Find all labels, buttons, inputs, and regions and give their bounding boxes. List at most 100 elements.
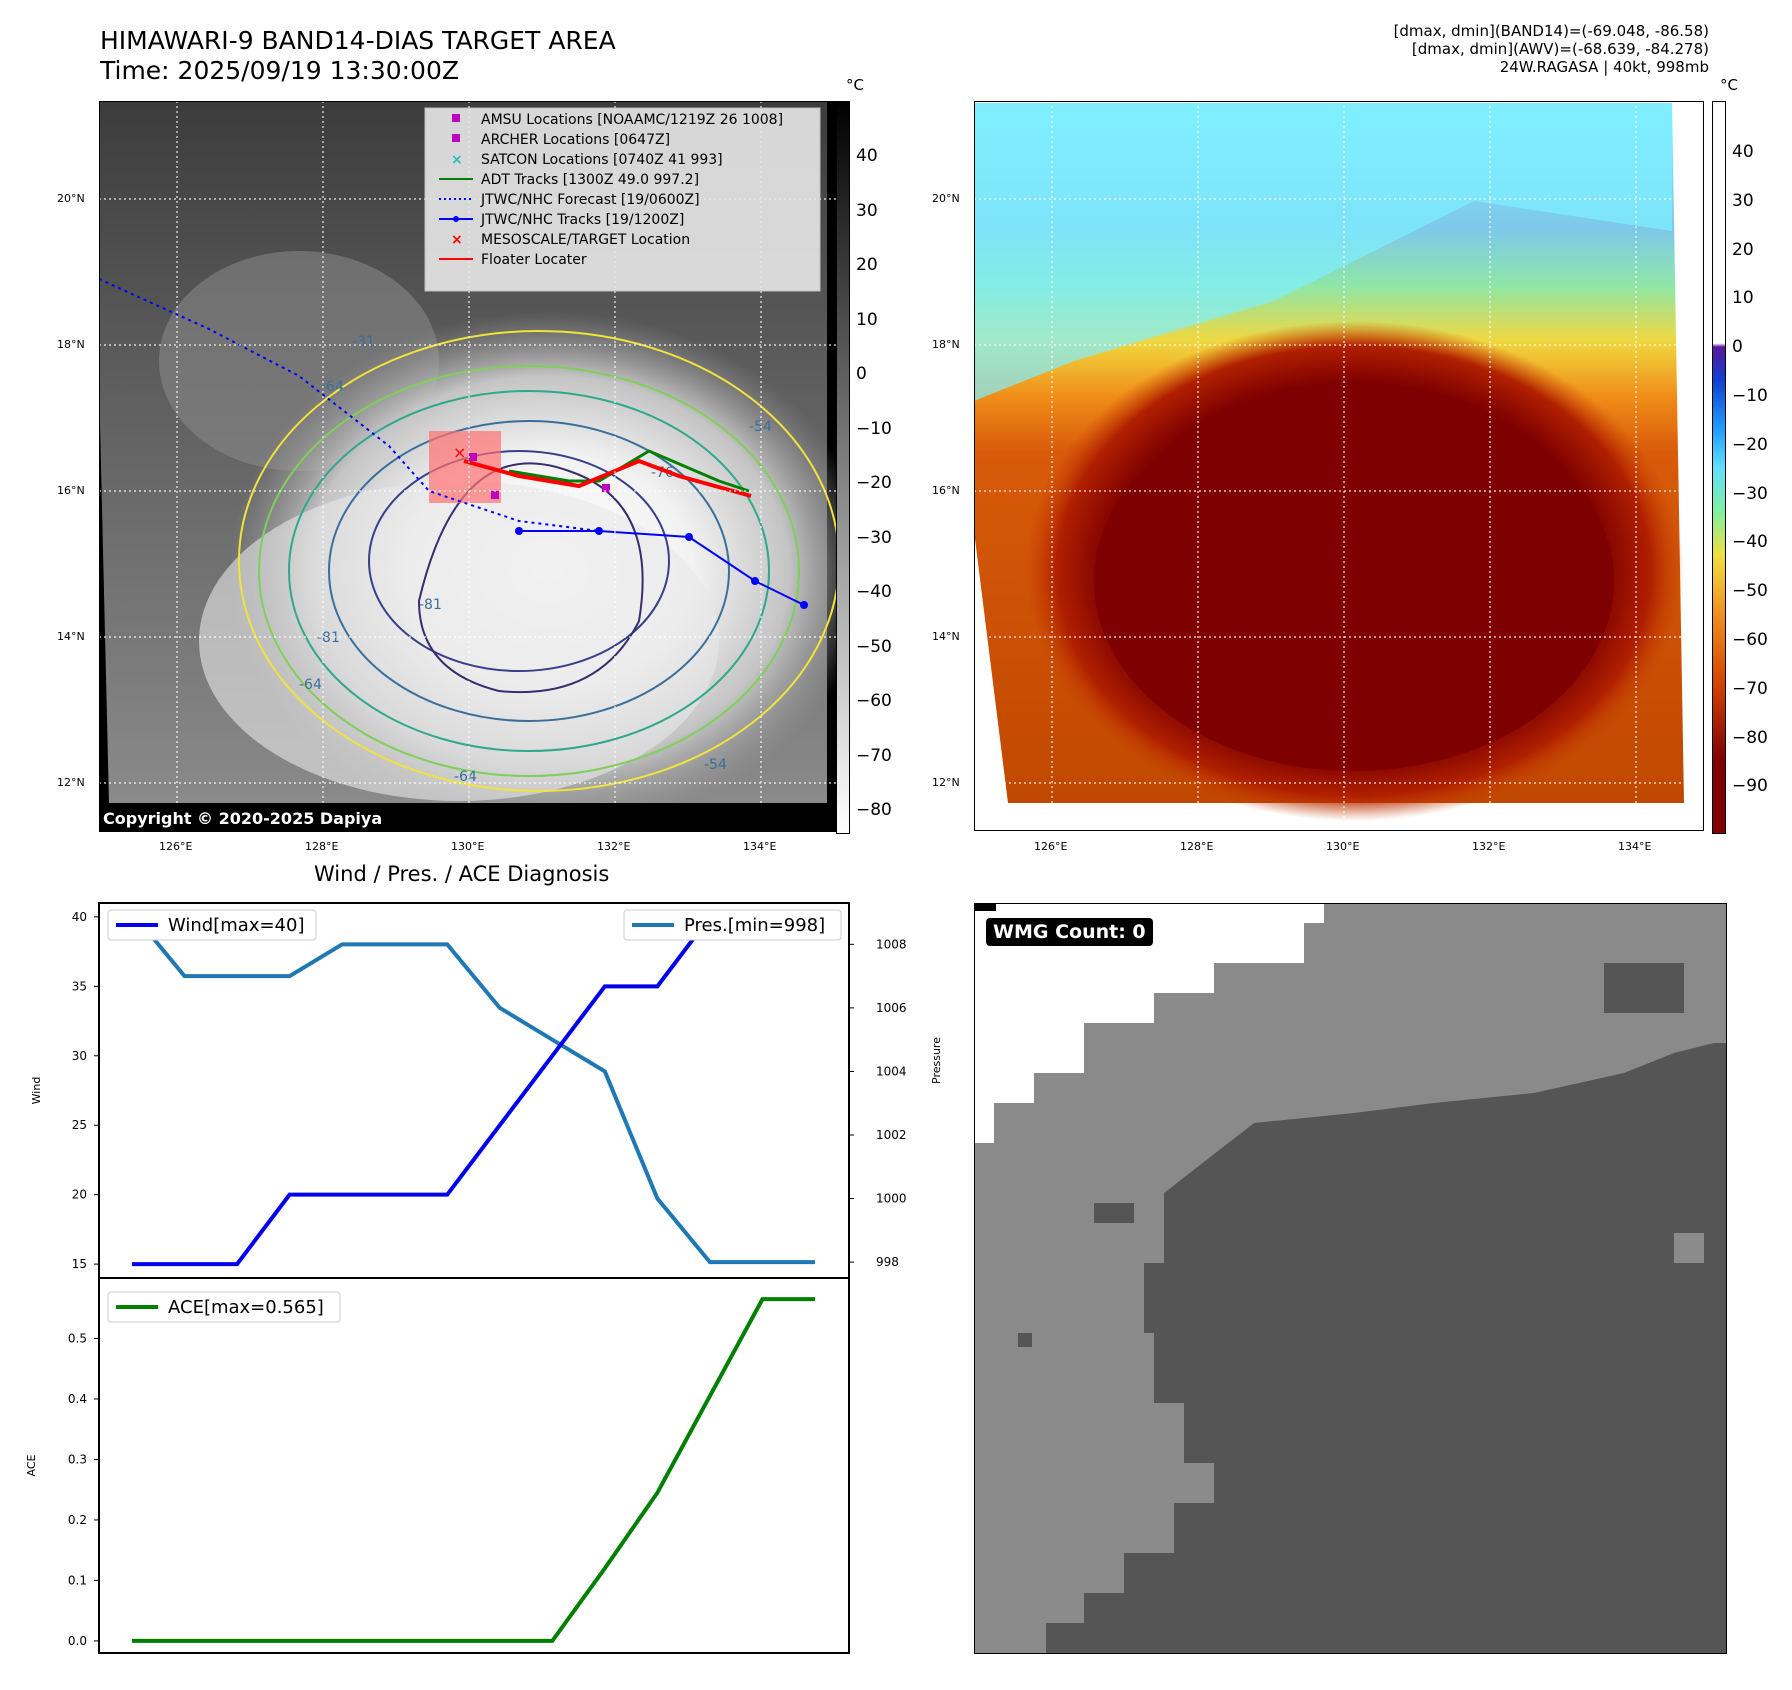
- awv-map-panel: [974, 101, 1704, 831]
- longitude-label: 128°E: [1180, 840, 1214, 853]
- wmg-svg: [974, 903, 1727, 1654]
- pressure-series-line: [130, 911, 815, 1265]
- pressure-tick-label: 1000: [876, 1192, 907, 1206]
- colorbar-tick-label: 30: [1732, 190, 1754, 211]
- colorbar-tick-label: −70: [1732, 678, 1768, 699]
- contour-label: -64: [321, 379, 344, 395]
- ace-legend-box: [107, 1291, 341, 1323]
- legend-entry: × SATCON Locations [0740Z 41 993]: [451, 152, 723, 168]
- ace-axis-label: ACE: [25, 1454, 38, 1476]
- legend-label: JTWC/NHC Tracks [19/1200Z]: [480, 212, 684, 228]
- amsu-marker: [469, 453, 477, 461]
- colorbar-tick-label: 20: [1732, 239, 1754, 260]
- latitude-label: 16°N: [932, 484, 960, 497]
- ace-tick-label: 0.4: [68, 1392, 87, 1406]
- colorbar-tick-label: −60: [1732, 630, 1768, 650]
- colorbar-tick-label: 40: [856, 146, 878, 166]
- contour-label: -64: [454, 769, 477, 785]
- colorbar-tick-label: −90: [1732, 776, 1768, 797]
- wmg-panel: WMG Count: 0: [974, 903, 1727, 1654]
- contour-label: -64: [299, 677, 322, 693]
- info-line2: [dmax, dmin](AWV)=(-68.639, -84.278): [1411, 40, 1709, 58]
- colorbar-tick-label: 40: [1732, 142, 1754, 162]
- pressure-tick-label: 1002: [876, 1128, 907, 1142]
- wind-pres-axes: [98, 902, 850, 1279]
- colorbar-tick-label: −10: [856, 418, 892, 439]
- wmg-count-badge: WMG Count: 0: [986, 918, 1153, 946]
- ace-series-line: [132, 1297, 815, 1643]
- colorbar-tick-label: −10: [1732, 386, 1768, 406]
- ir-colorbar-ticks: 40 30 20 10 0 −10 −20 −30 −40 −50 −60 −70 −80: [856, 101, 896, 832]
- wind-tick-label: 30: [72, 1049, 87, 1063]
- legend-label: MESOSCALE/TARGET Location: [481, 232, 690, 248]
- info-line3: 24W.RAGASA | 40kt, 998mb: [1499, 58, 1709, 76]
- legend-entry: Floater Locater: [439, 252, 587, 268]
- pressure-tick-label: 1006: [876, 1001, 907, 1015]
- wind-legend-label: Wind[max=40]: [168, 915, 305, 936]
- floater-track: [463, 458, 752, 498]
- pressure-tick-label: 1004: [876, 1064, 907, 1078]
- colorbar-tick-label: −50: [1732, 581, 1768, 602]
- wind-axis-label: Wind: [30, 1077, 43, 1105]
- colorbar-tick-label: −80: [1732, 727, 1768, 748]
- pressure-axis-label: Pressure: [930, 1037, 943, 1084]
- colorbar-tick-label: −20: [856, 473, 892, 493]
- longitude-label: 130°E: [1326, 840, 1360, 853]
- diag-title: Wind / Pres. / ACE Diagnosis: [314, 862, 610, 886]
- longitude-label: 134°E: [743, 840, 777, 853]
- ace-tick-label: 0.5: [68, 1331, 87, 1345]
- longitude-label: 130°E: [451, 840, 485, 853]
- legend-label: ARCHER Locations [0647Z]: [481, 132, 670, 148]
- ace-axes: [98, 1277, 850, 1654]
- pressure-tick-label: 998: [876, 1255, 899, 1269]
- longitude-label: 126°E: [1034, 840, 1068, 853]
- contour-label: -81: [419, 597, 442, 613]
- wind-tick-label: 25: [72, 1118, 87, 1132]
- ace-tick-label: 0.3: [68, 1452, 87, 1466]
- latitude-label: 12°N: [932, 776, 960, 789]
- latitude-label: 20°N: [932, 192, 960, 205]
- colorbar-tick-label: −40: [856, 582, 892, 602]
- latitude-label: 20°N: [57, 192, 85, 205]
- longitude-label: 132°E: [1472, 840, 1506, 853]
- ace-tick-label: 0.2: [68, 1513, 87, 1527]
- pressure-legend-box: [623, 909, 842, 941]
- contour-indigo: [368, 450, 670, 672]
- awv-colorbar-ticks: 40 30 20 10 0 −10 −20 −30 −40 −50 −60 −70 −80 −90: [1732, 101, 1772, 832]
- legend-entry: ADT Tracks [1300Z 49.0 997.2]: [439, 172, 699, 188]
- contour-teal: [288, 390, 770, 752]
- colorbar-tick-label: −80: [856, 800, 892, 820]
- legend-label: JTWC/NHC Forecast [19/0600Z]: [480, 192, 700, 208]
- colorbar-tick-label: −30: [1732, 483, 1768, 504]
- legend-label: ADT Tracks [1300Z 49.0 997.2]: [481, 172, 699, 188]
- diag-chart-svg: 15 20 25 30 35 40 998 1000 1002 1004 1006 1008 Wind P…: [25, 902, 943, 1654]
- colorbar-tick-label: 0: [1732, 337, 1743, 358]
- wind-tick-label: 15: [72, 1257, 87, 1271]
- contour-label: -31: [352, 334, 375, 350]
- latitude-label: 18°N: [57, 338, 85, 351]
- legend-label: AMSU Locations [NOAAMC/1219Z 26 1008]: [481, 112, 783, 128]
- ir-map-panel: -31 -64 -54 -76 -81 -81 -64 -64 -54 ×: [98, 101, 869, 832]
- awv-gridlines: [974, 101, 1704, 831]
- awv-map-frame: [974, 101, 1704, 831]
- forecast-track: [98, 278, 600, 532]
- colorbar-tick-label: −70: [856, 745, 892, 766]
- copyright-text: Copyright © 2020-2025 Dapiya: [103, 809, 382, 828]
- colorbar-tick-label: −60: [856, 691, 892, 711]
- legend-label: Floater Locater: [481, 252, 587, 268]
- legend-entry: ARCHER Locations [0647Z]: [452, 132, 670, 148]
- colorbar-tick-label: 10: [1732, 288, 1754, 309]
- wind-legend-box: [107, 909, 317, 941]
- contour-blue: [328, 420, 730, 722]
- longitude-label: 126°E: [159, 840, 193, 853]
- amsu-marker-2: [602, 484, 610, 492]
- info-line1: [dmax, dmin](BAND14)=(-69.048, -86.58): [1393, 22, 1709, 40]
- archer-marker: [491, 491, 499, 499]
- svg-text:×: ×: [451, 152, 463, 168]
- svg-text:×: ×: [451, 232, 463, 248]
- colorbar-tick-label: −40: [1732, 532, 1768, 553]
- latitude-label: 18°N: [932, 338, 960, 351]
- pressure-tick-label: 1008: [876, 937, 907, 951]
- ir-colorbar-unit: °C: [846, 76, 864, 94]
- map-legend-box: [424, 107, 821, 292]
